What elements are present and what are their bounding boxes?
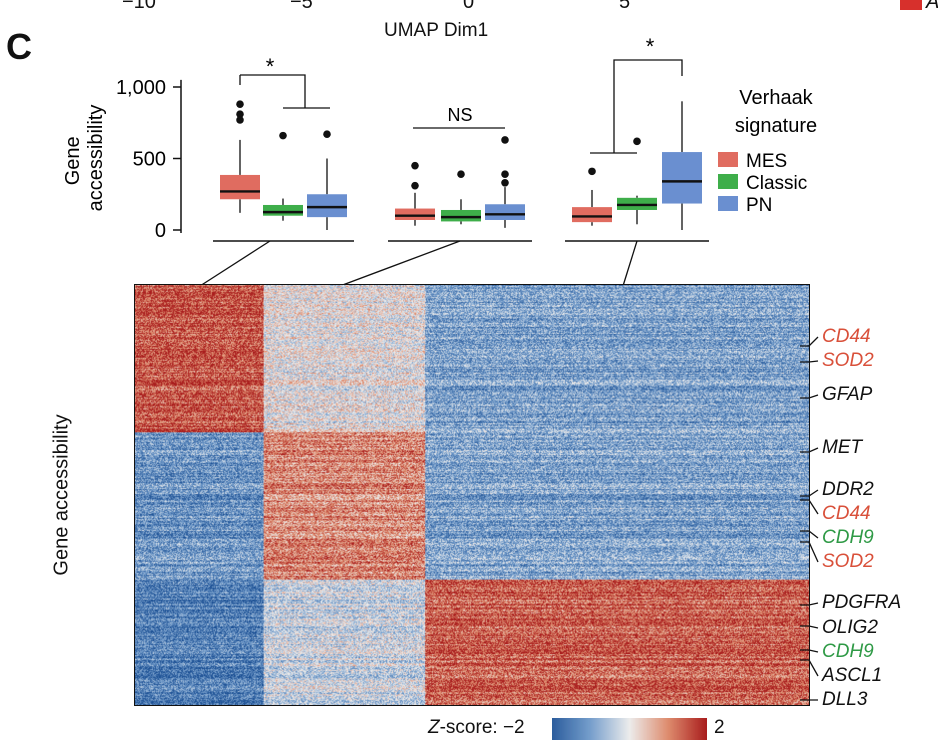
boxplot-y-label: Gene accessibility bbox=[62, 105, 107, 212]
box-classic bbox=[263, 131, 303, 221]
legend-label-pn: PN bbox=[746, 195, 772, 216]
box-classic bbox=[441, 170, 481, 225]
box-outlier bbox=[501, 136, 509, 144]
legend-title-line2: signature bbox=[735, 115, 817, 137]
box-pn bbox=[485, 136, 525, 228]
box-outlier bbox=[411, 161, 419, 170]
gene-leader-line bbox=[800, 649, 819, 653]
gene-label-leaders bbox=[800, 336, 819, 701]
umap-tick-label: 0 bbox=[463, 0, 475, 13]
box-rect bbox=[220, 174, 260, 200]
boxplot-group bbox=[565, 101, 709, 242]
box-outlier bbox=[501, 179, 509, 187]
box-classic bbox=[617, 137, 657, 225]
heatmap-y-label: Gene accessibility bbox=[50, 414, 73, 576]
heatmap bbox=[134, 284, 810, 706]
legend-swatch-pn bbox=[718, 196, 738, 211]
group-connector bbox=[339, 240, 461, 287]
umap-tick-label: −5 bbox=[290, 0, 313, 13]
boxplot-y-tick-label: 1,000 bbox=[116, 77, 166, 99]
boxplot-group bbox=[213, 100, 354, 242]
gene-label-cdh9: CDH9 bbox=[822, 527, 874, 548]
box-rect bbox=[263, 204, 303, 216]
gene-label-cd44: CD44 bbox=[822, 503, 871, 524]
colorbar-max-label: 2 bbox=[714, 717, 725, 738]
box-pn bbox=[307, 130, 347, 230]
box-rect bbox=[662, 152, 702, 204]
gene-leader-line bbox=[800, 360, 819, 363]
gene-label-met: MET bbox=[822, 437, 863, 458]
significance-label: * bbox=[266, 54, 275, 79]
legend-fragment-label: A bbox=[926, 0, 938, 14]
group-connector bbox=[199, 240, 271, 287]
box-outlier bbox=[457, 170, 465, 179]
gene-label-dll3: DLL3 bbox=[822, 689, 868, 710]
boxplot-chart: Gene accessibility 1,000 500 0 * NS * Verhaa… bbox=[62, 34, 817, 287]
box-rect bbox=[395, 208, 435, 220]
significance-label: NS bbox=[447, 105, 472, 125]
umap-tick-label: 5 bbox=[619, 0, 631, 13]
legend-label-classic: Classic bbox=[746, 173, 807, 194]
box-rect bbox=[572, 207, 612, 223]
colorbar bbox=[552, 718, 707, 740]
boxplot-y-tick-label: 0 bbox=[155, 220, 166, 242]
box-outlier bbox=[236, 116, 244, 124]
boxplot-y-tick-label: 500 bbox=[133, 149, 166, 171]
significance-bracket bbox=[590, 59, 683, 154]
group-connector bbox=[622, 240, 638, 287]
gene-leader-line bbox=[800, 489, 819, 497]
gene-leader-line bbox=[800, 625, 819, 629]
boxplot-y-label-line1: Gene bbox=[62, 136, 84, 185]
gene-label-ascl1: ASCL1 bbox=[822, 665, 883, 686]
gene-label-cd44: CD44 bbox=[822, 326, 871, 347]
gene-leader-line bbox=[800, 336, 819, 347]
gene-leader-line bbox=[800, 530, 819, 539]
gene-leader-line bbox=[800, 602, 819, 606]
box-mes bbox=[395, 161, 435, 226]
gene-leader-line bbox=[800, 394, 819, 399]
umap-axis-label: UMAP Dim1 bbox=[384, 20, 489, 41]
heatmap-cells bbox=[135, 285, 809, 705]
colorbar-label: Z-score: −2 bbox=[428, 717, 525, 738]
box-pn bbox=[662, 101, 702, 230]
gene-leader-line bbox=[800, 659, 819, 677]
box-mes bbox=[220, 100, 260, 213]
gene-label-sod2: SOD2 bbox=[822, 350, 874, 371]
legend-swatch-red bbox=[900, 0, 922, 10]
gene-label-pdgfra: PDGFRA bbox=[822, 592, 902, 613]
gene-label-sod2: SOD2 bbox=[822, 551, 874, 572]
legend-swatch-mes bbox=[718, 152, 738, 167]
box-rect bbox=[485, 204, 525, 220]
box-rect bbox=[307, 194, 347, 218]
box-outlier bbox=[501, 170, 509, 179]
gene-label-cdh9: CDH9 bbox=[822, 641, 874, 662]
gene-label-olig2: OLIG2 bbox=[822, 617, 878, 638]
gene-label-gfap: GFAP bbox=[822, 384, 873, 405]
box-outlier bbox=[411, 181, 419, 190]
box-outlier bbox=[236, 100, 244, 108]
gene-leader-line bbox=[800, 447, 819, 453]
box-outlier bbox=[588, 167, 596, 176]
box-outlier bbox=[279, 131, 287, 140]
box-rect bbox=[441, 209, 481, 222]
box-outlier bbox=[236, 110, 244, 118]
boxplot-group bbox=[388, 136, 532, 242]
gene-leader-line bbox=[800, 541, 819, 563]
legend-title-line1: Verhaak bbox=[739, 87, 813, 109]
significance-label: * bbox=[646, 34, 655, 59]
boxplot-y-label-line2: accessibility bbox=[85, 105, 107, 212]
significance-bracket bbox=[240, 74, 330, 109]
box-outlier bbox=[323, 130, 331, 138]
box-outlier bbox=[633, 137, 641, 146]
panel-label: C bbox=[6, 26, 32, 67]
gene-label-ddr2: DDR2 bbox=[822, 479, 874, 500]
legend-label-mes: MES bbox=[746, 151, 787, 172]
gene-leader-line bbox=[800, 499, 819, 515]
box-mes bbox=[572, 167, 612, 226]
umap-tick-label: −10 bbox=[122, 0, 156, 13]
legend-swatch-classic bbox=[718, 174, 738, 189]
